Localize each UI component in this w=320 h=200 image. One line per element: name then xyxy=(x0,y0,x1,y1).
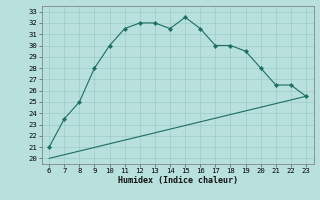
X-axis label: Humidex (Indice chaleur): Humidex (Indice chaleur) xyxy=(118,176,237,185)
